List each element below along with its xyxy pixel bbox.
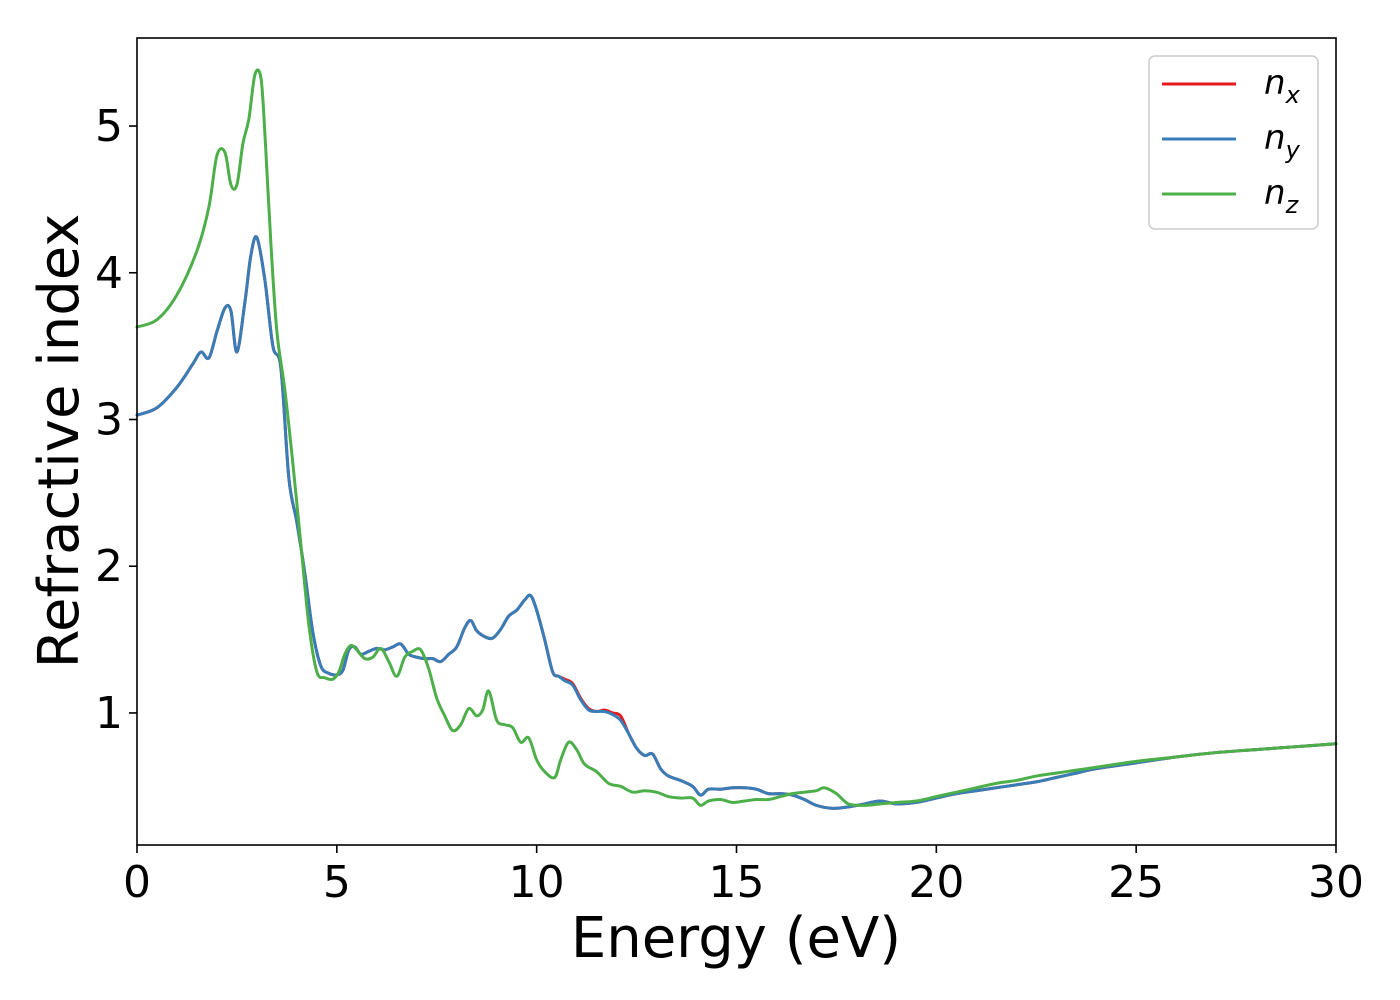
legend: nx ny nz <box>1148 55 1319 230</box>
x-axis-title: Energy (eV) <box>571 906 901 971</box>
x-tick-label: 5 <box>323 857 351 908</box>
legend-label-y: ny <box>1264 118 1301 164</box>
y-tick-label: 3 <box>95 394 123 445</box>
legend-label-x: nx <box>1264 63 1301 109</box>
series-layer <box>135 68 1338 810</box>
y-axis-title: Refractive index <box>27 214 92 669</box>
x-tick-label: 0 <box>123 857 151 908</box>
y-tick-label: 4 <box>95 248 123 299</box>
series-line-z <box>135 68 1338 807</box>
x-tick-label: 30 <box>1308 857 1364 908</box>
y-tick-label: 1 <box>95 688 123 739</box>
x-tick-label: 20 <box>908 857 964 908</box>
y-tick-label: 2 <box>95 541 123 592</box>
x-tick-label: 15 <box>709 857 765 908</box>
y-tick-label: 5 <box>95 101 123 152</box>
ticks-layer: 0 5 10 15 20 25 30 1 2 3 4 5 <box>95 101 1364 908</box>
legend-label-z: nz <box>1264 173 1300 219</box>
legend-box <box>1148 55 1319 230</box>
x-tick-label: 25 <box>1108 857 1164 908</box>
x-tick-label: 10 <box>509 857 565 908</box>
series-line-y <box>135 235 1338 810</box>
